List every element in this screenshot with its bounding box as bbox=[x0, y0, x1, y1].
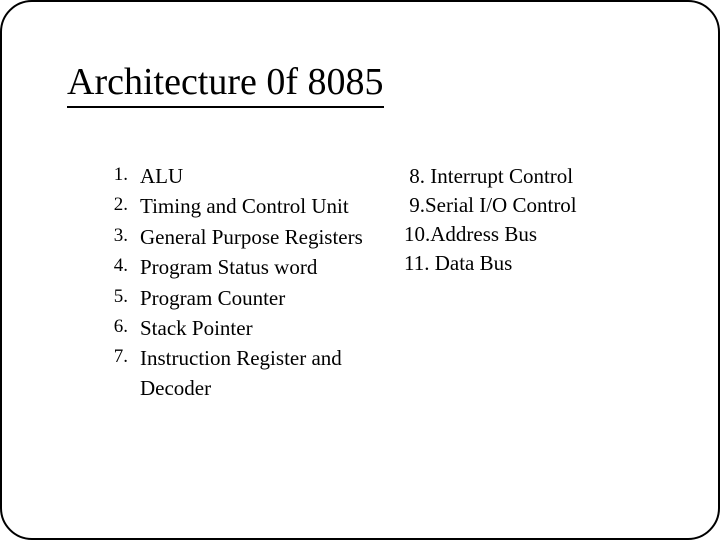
list-item: 9.Serial I/O Control bbox=[404, 191, 678, 220]
item-text: Instruction Register and Decoder bbox=[140, 344, 402, 403]
left-column: 1. ALU 2. Timing and Control Unit 3. Gen… bbox=[92, 162, 402, 404]
right-column: 8. Interrupt Control 9.Serial I/O Contro… bbox=[402, 162, 678, 404]
list-item: 11. Data Bus bbox=[404, 249, 678, 278]
list-item: 1. ALU bbox=[92, 162, 402, 191]
list-item: 3. General Purpose Registers bbox=[92, 223, 402, 252]
item-number: 1. bbox=[92, 162, 140, 189]
item-text: General Purpose Registers bbox=[140, 223, 402, 252]
item-number: 2. bbox=[92, 192, 140, 219]
item-text: Program Status word bbox=[140, 253, 402, 282]
list-item: 7. Instruction Register and Decoder bbox=[92, 344, 402, 403]
slide-title: Architecture 0f 8085 bbox=[67, 62, 384, 108]
left-list: 1. ALU 2. Timing and Control Unit 3. Gen… bbox=[92, 162, 402, 403]
item-text: Stack Pointer bbox=[140, 314, 402, 343]
item-number: 4. bbox=[92, 253, 140, 280]
item-number: 7. bbox=[92, 344, 140, 371]
right-list: 8. Interrupt Control 9.Serial I/O Contro… bbox=[404, 162, 678, 278]
item-text: Program Counter bbox=[140, 284, 402, 313]
item-number: 3. bbox=[92, 223, 140, 250]
content-columns: 1. ALU 2. Timing and Control Unit 3. Gen… bbox=[92, 162, 678, 404]
list-item: 2. Timing and Control Unit bbox=[92, 192, 402, 221]
list-item: 10.Address Bus bbox=[404, 220, 678, 249]
list-item: 5. Program Counter bbox=[92, 284, 402, 313]
list-item: 6. Stack Pointer bbox=[92, 314, 402, 343]
item-number: 5. bbox=[92, 284, 140, 311]
item-number: 6. bbox=[92, 314, 140, 341]
slide-frame: Architecture 0f 8085 1. ALU 2. Timing an… bbox=[0, 0, 720, 540]
list-item: 8. Interrupt Control bbox=[404, 162, 678, 191]
item-text: Timing and Control Unit bbox=[140, 192, 402, 221]
list-item: 4. Program Status word bbox=[92, 253, 402, 282]
item-text: ALU bbox=[140, 162, 402, 191]
